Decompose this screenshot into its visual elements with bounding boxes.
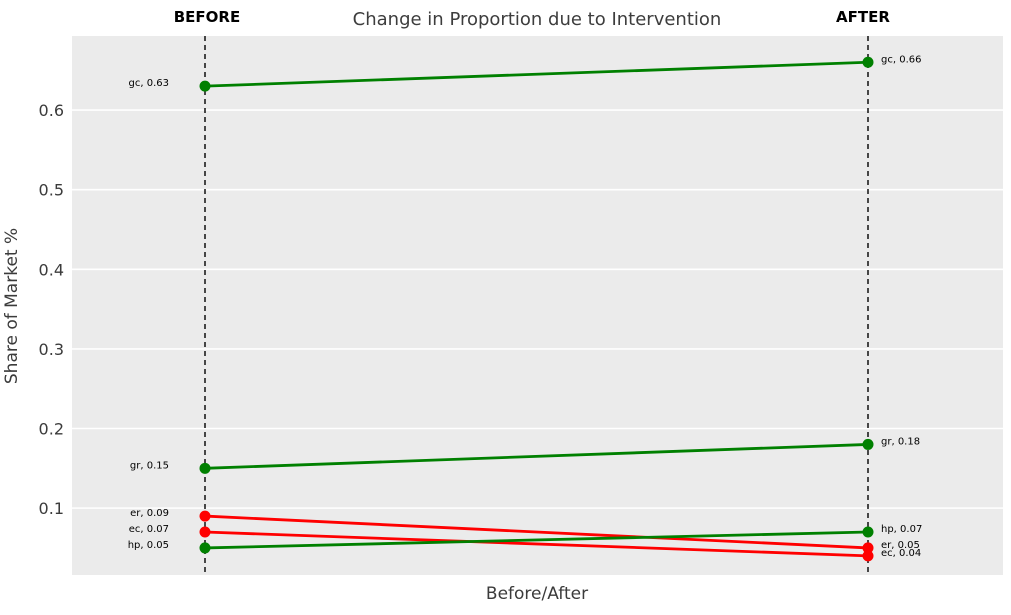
- point-er-before: [199, 510, 211, 522]
- y-tick-label: 0.4: [39, 260, 64, 279]
- series-layer: [199, 56, 874, 562]
- y-tick-label: 0.2: [39, 420, 64, 439]
- series-line-hp: [204, 530, 869, 550]
- point-label-ec-before: ec, 0.07: [129, 524, 169, 535]
- point-gr-after: [862, 438, 874, 450]
- point-gr-before: [199, 462, 211, 474]
- point-gc-before: [199, 80, 211, 92]
- point-label-ec-after: ec, 0.04: [881, 548, 921, 559]
- point-label-hp-before: hp, 0.05: [128, 540, 169, 551]
- point-ec-after: [862, 550, 874, 562]
- y-tick-label: 0.5: [39, 181, 64, 200]
- point-er-after: [862, 542, 874, 554]
- point-label-er-before: er, 0.09: [130, 508, 169, 519]
- point-labels: gc, 0.63 gc, 0.66 gr, 0.15 gr, 0.18 er, 0.09…: [128, 54, 923, 559]
- series-line-er: [204, 514, 869, 550]
- point-hp-after: [862, 526, 874, 538]
- series-line-gc: [204, 60, 869, 88]
- plot-area: [72, 36, 1003, 575]
- y-axis-label: Share of Market %: [2, 228, 22, 384]
- gridlines: [72, 109, 1003, 509]
- point-label-gc-before: gc, 0.63: [129, 78, 169, 89]
- point-label-gc-after: gc, 0.66: [881, 54, 921, 65]
- y-tick-labels: 0.1 0.2 0.3 0.4 0.5 0.6: [39, 101, 64, 518]
- x-axis-label: Before/After: [486, 584, 588, 604]
- series-line-ec: [204, 530, 869, 558]
- point-ec-before: [199, 526, 211, 538]
- before-column-header: BEFORE: [174, 8, 240, 26]
- y-tick-label: 0.3: [39, 340, 64, 359]
- point-gc-after: [862, 56, 874, 68]
- point-label-gr-before: gr, 0.15: [130, 460, 169, 471]
- point-label-gr-after: gr, 0.18: [881, 436, 920, 447]
- point-label-er-after: er, 0.05: [881, 540, 920, 551]
- chart-title: Change in Proportion due to Intervention: [353, 9, 722, 30]
- y-tick-label: 0.1: [39, 499, 64, 518]
- series-line-gr: [204, 443, 869, 470]
- point-hp-before: [199, 542, 211, 554]
- after-column-header: AFTER: [836, 8, 890, 26]
- point-label-hp-after: hp, 0.07: [881, 524, 922, 535]
- y-tick-label: 0.6: [39, 101, 64, 120]
